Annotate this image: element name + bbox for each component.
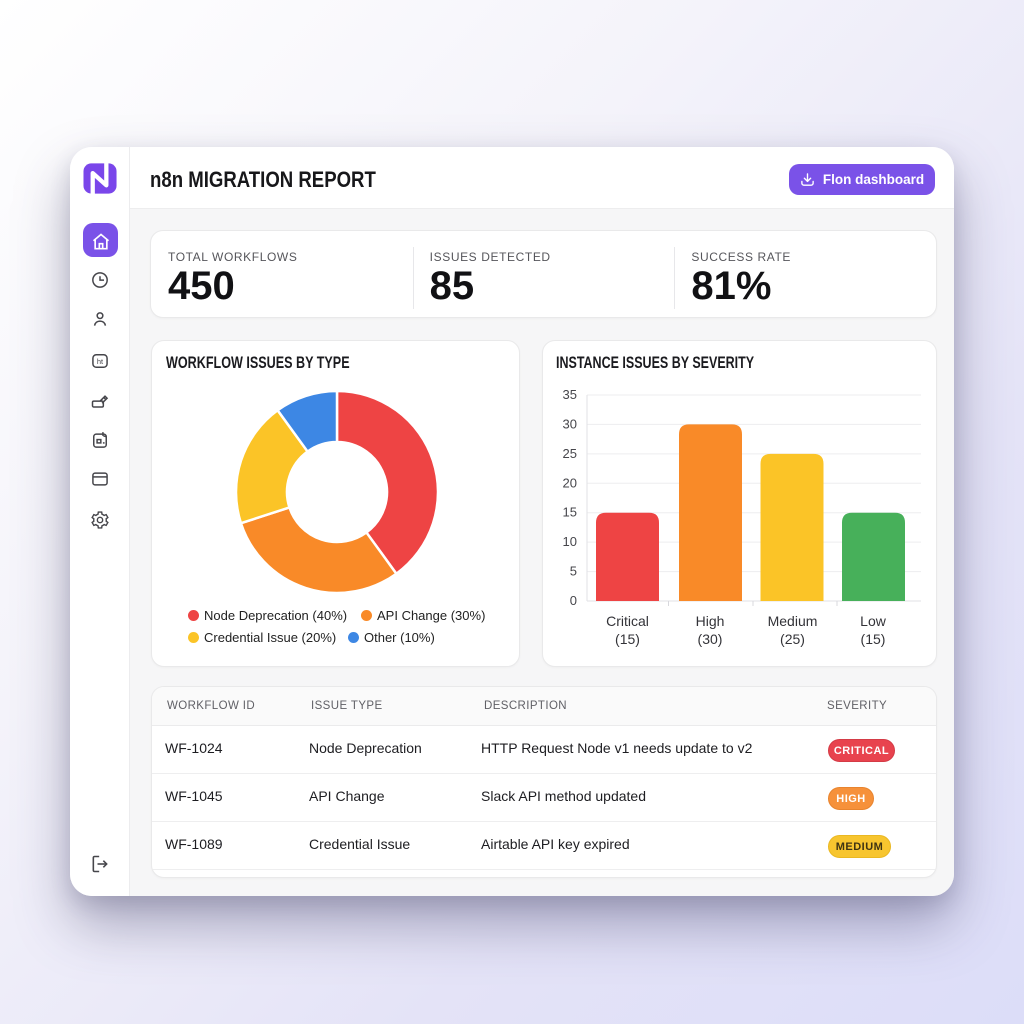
svg-text:(30): (30) <box>698 631 723 647</box>
svg-text:ht: ht <box>97 357 104 366</box>
svg-text:(15): (15) <box>615 631 640 647</box>
svg-text:20: 20 <box>563 475 577 490</box>
svg-text:10: 10 <box>563 534 577 549</box>
svg-text:0: 0 <box>570 593 577 608</box>
svg-text:25: 25 <box>563 446 577 461</box>
svg-text:(25): (25) <box>780 631 805 647</box>
svg-text:30: 30 <box>563 416 577 431</box>
svg-text:High: High <box>696 613 725 629</box>
svg-text:5: 5 <box>570 564 577 579</box>
svg-text:15: 15 <box>563 505 577 520</box>
svg-text:(15): (15) <box>861 631 886 647</box>
svg-text:35: 35 <box>563 387 577 402</box>
svg-text:Low: Low <box>860 613 887 629</box>
svg-text:Medium: Medium <box>768 613 818 629</box>
svg-text:Critical: Critical <box>606 613 649 629</box>
